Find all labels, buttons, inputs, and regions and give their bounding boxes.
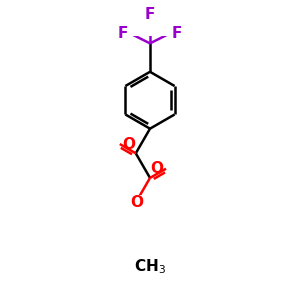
Text: O: O <box>151 161 164 176</box>
Text: F: F <box>118 26 128 41</box>
Text: O: O <box>130 195 143 210</box>
Text: CH$_3$: CH$_3$ <box>134 257 166 276</box>
Text: O: O <box>122 136 135 152</box>
Text: F: F <box>172 26 182 41</box>
Text: F: F <box>145 7 155 22</box>
